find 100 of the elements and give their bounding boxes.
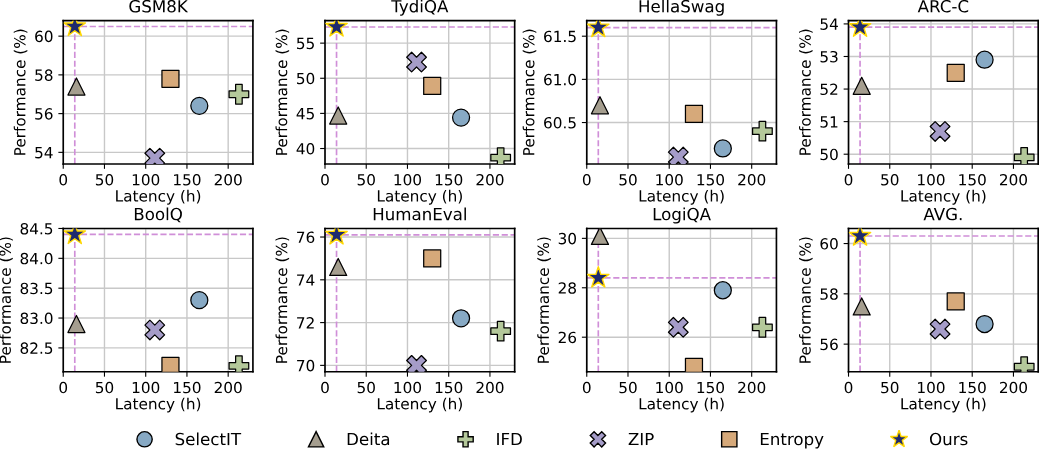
legend-label: SelectIT (175, 432, 242, 446)
x-tick-label: 50 (881, 381, 899, 394)
x-tick-label: 100 (132, 173, 160, 186)
x-axis-title: Latency (h) (639, 189, 724, 205)
point (423, 76, 442, 96)
y-tick-label: 40 (296, 142, 315, 155)
y-tick-label: 53 (820, 50, 838, 63)
point (586, 265, 610, 288)
point (590, 96, 610, 115)
x-tick-label: 150 (697, 381, 725, 394)
x-tick-label: 200 (738, 173, 766, 186)
y-axis-title: Performance (%) (537, 237, 551, 363)
y-tick-label: 72 (297, 317, 314, 329)
x-tick-label: 100 (918, 173, 945, 186)
y-tick-label: 84.0 (20, 252, 53, 265)
x-tick-label: 150 (174, 381, 201, 394)
y-tick-label: 60 (820, 238, 838, 250)
y-tick-label: 50 (297, 72, 315, 85)
y-tick-label: 58 (820, 288, 838, 300)
point (490, 320, 512, 342)
x-tick-label: 150 (435, 381, 463, 394)
point (228, 83, 250, 105)
point (946, 292, 965, 311)
x-tick-label: 100 (656, 173, 683, 186)
chart-title: BoolQ (134, 207, 182, 223)
y-tick-label: 26 (558, 331, 577, 344)
legend-label: Deita (347, 432, 390, 446)
point (161, 356, 180, 372)
point (667, 316, 689, 338)
y-tick-label: 61.5 (544, 30, 576, 43)
point (190, 290, 209, 310)
x-tick-label: 50 (619, 381, 637, 394)
x-tick-label: 200 (738, 381, 766, 394)
x-tick-label: 0 (321, 173, 329, 186)
y-tick-label: 76 (297, 231, 315, 244)
y-tick-label: 82.5 (20, 342, 53, 354)
y-axis-title: Performance (%) (0, 237, 13, 363)
x-tick-label: 50 (95, 381, 114, 394)
y-tick-label: 55 (297, 37, 314, 50)
x-tick-label: 150 (959, 173, 986, 186)
y-tick-label: 60.5 (544, 117, 576, 129)
x-tick-label: 150 (697, 173, 725, 186)
x-tick-label: 200 (476, 173, 504, 186)
x-tick-label: 150 (959, 381, 986, 394)
point (713, 281, 732, 300)
y-tick-label: 28 (558, 282, 576, 294)
point (190, 96, 209, 116)
y-axis-title: Performance (%) (275, 29, 290, 155)
y-axis-title: Performance (%) (275, 237, 290, 363)
y-tick-label: 84.5 (20, 222, 53, 235)
x-tick-label: 200 (214, 381, 242, 394)
y-tick-label: 70 (297, 359, 315, 372)
point (975, 314, 994, 334)
legend-label: ZIP (628, 432, 654, 446)
chart-title: ARC-C (917, 0, 969, 13)
point (329, 257, 348, 277)
legend-label: Entropy (760, 432, 824, 449)
y-tick-label: 50 (820, 148, 838, 161)
chart-title: LogiQA (653, 207, 711, 224)
y-axis-title: Performance (%) (799, 237, 813, 363)
chart-title: HumanEval (373, 207, 466, 221)
point (451, 309, 471, 328)
x-axis-title: Latency (h) (377, 397, 462, 413)
x-tick-label: 0 (844, 173, 853, 186)
y-tick-label: 51 (820, 116, 838, 128)
x-tick-label: 0 (582, 173, 591, 186)
y-axis-title: Performance (%) (522, 29, 537, 155)
legend-label: IFD (497, 432, 522, 446)
x-tick-label: 50 (357, 381, 375, 394)
x-tick-label: 200 (999, 381, 1028, 394)
point (975, 50, 994, 69)
point (852, 76, 871, 95)
x-tick-label: 50 (357, 173, 375, 186)
point (451, 108, 471, 127)
x-tick-label: 150 (174, 173, 201, 186)
x-tick-label: 200 (214, 173, 242, 186)
y-tick-label: 83.0 (20, 312, 53, 325)
x-tick-label: 100 (132, 381, 160, 394)
legend-label: Ours (929, 432, 968, 446)
y-tick-label: 58 (35, 69, 53, 81)
chart-title: TydiQA (391, 0, 449, 16)
x-tick-label: 100 (656, 381, 683, 394)
x-tick-label: 0 (582, 381, 591, 394)
x-tick-label: 100 (918, 381, 945, 394)
x-tick-label: 0 (844, 381, 853, 394)
point (751, 120, 773, 142)
x-axis-title: Latency (h) (116, 397, 201, 413)
x-tick-label: 200 (476, 381, 504, 394)
point (144, 319, 166, 341)
point (329, 106, 348, 125)
point (929, 120, 951, 142)
y-tick-label: 45 (296, 108, 314, 120)
y-tick-label: 61.0 (544, 73, 577, 86)
point (423, 249, 442, 268)
y-axis-title: Performance (%) (13, 29, 28, 155)
x-tick-label: 150 (435, 173, 463, 186)
point (852, 297, 871, 316)
x-tick-label: 50 (619, 173, 637, 186)
point (946, 63, 965, 82)
x-tick-label: 0 (321, 381, 329, 394)
